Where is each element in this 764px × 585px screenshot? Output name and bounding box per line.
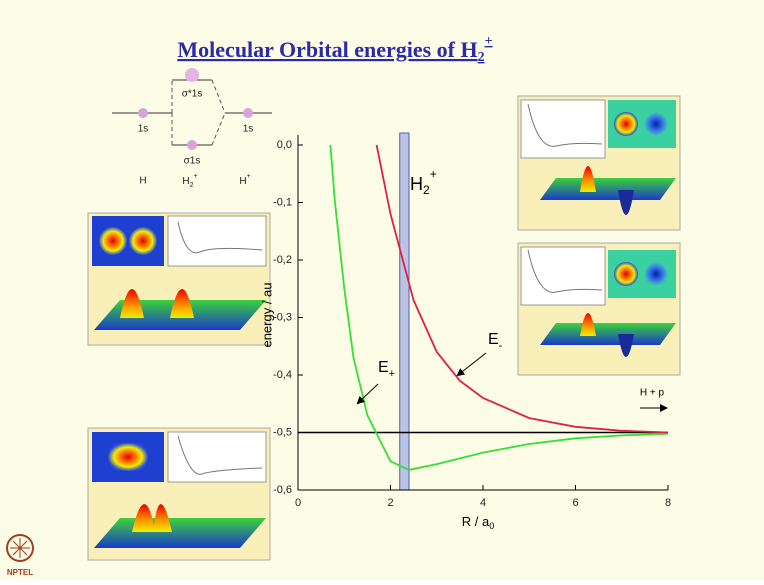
diagram-label: 1s (243, 124, 254, 135)
y-tick-label: -0,4 (273, 369, 292, 381)
diagram-label: 1s (138, 124, 149, 135)
x-tick-label: 6 (572, 497, 578, 509)
annotation-part: - (499, 340, 503, 352)
y-tick-label: -0,1 (273, 196, 292, 208)
x-tick-label: 4 (480, 497, 486, 509)
y-tick-label: -0,2 (273, 254, 292, 266)
logo-text: NPTEL (7, 568, 33, 577)
x-tick-label: 2 (387, 497, 393, 509)
x-tick-label: 0 (295, 497, 301, 509)
annotation-part: H (410, 174, 423, 194)
orbital-inset (88, 428, 270, 560)
orbital-inset (518, 243, 680, 375)
slide: Molecular Orbital energies of H2+ σ*1s 1… (0, 0, 764, 580)
annotation-part: 2 (423, 183, 430, 197)
y-tick-label: -0,3 (273, 311, 292, 323)
limit-label: H + p (640, 388, 665, 399)
y-tick-label: -0,6 (273, 484, 292, 496)
y-tick-label: -0,5 (273, 426, 292, 438)
annotation-part: + (389, 368, 395, 380)
y-tick-label: 0,0 (277, 139, 292, 151)
annotation-part: E (488, 331, 499, 348)
highlight-band (400, 133, 409, 490)
orbital-inset (88, 213, 270, 345)
diagram-label: σ1s (184, 156, 201, 167)
diagram-label: σ*1s (182, 89, 203, 100)
orbital-inset (518, 96, 680, 230)
annotation-part: + (430, 167, 437, 181)
slide-title: Molecular Orbital energies of H2+ (177, 34, 492, 65)
x-tick-label: 8 (665, 497, 671, 509)
diagram-label: H (139, 176, 146, 187)
annotation-part: E (378, 359, 389, 376)
